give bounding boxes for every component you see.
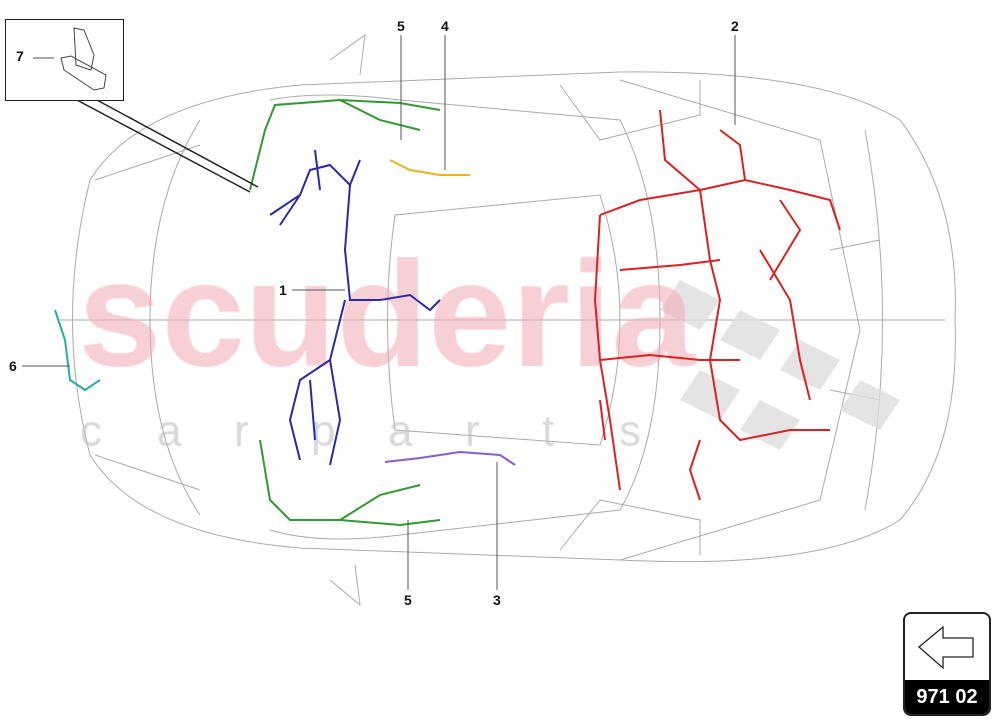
detail-inset-bracket xyxy=(5,19,124,101)
callout-6[interactable]: 6 xyxy=(9,358,17,374)
callout-1[interactable]: 1 xyxy=(279,282,287,298)
harness-4 xyxy=(389,159,470,176)
arrow-left-icon xyxy=(917,625,974,670)
page-number-label: 971 02 xyxy=(905,680,989,714)
callout-5-top[interactable]: 5 xyxy=(397,18,405,34)
callout-7[interactable]: 7 xyxy=(16,48,24,64)
callout-2[interactable]: 2 xyxy=(731,18,739,34)
bracket-icon xyxy=(33,27,107,91)
harness-2 xyxy=(593,109,841,501)
callout-5-bottom[interactable]: 5 xyxy=(404,592,412,608)
callout-3[interactable]: 3 xyxy=(493,592,501,608)
harness-3 xyxy=(384,450,516,466)
harness-1 xyxy=(269,149,441,466)
harness-6 xyxy=(54,309,101,392)
callout-4[interactable]: 4 xyxy=(441,18,449,34)
leader-lines xyxy=(22,35,736,590)
previous-page-button[interactable]: 971 02 xyxy=(903,612,991,716)
harness-5 xyxy=(249,98,441,527)
